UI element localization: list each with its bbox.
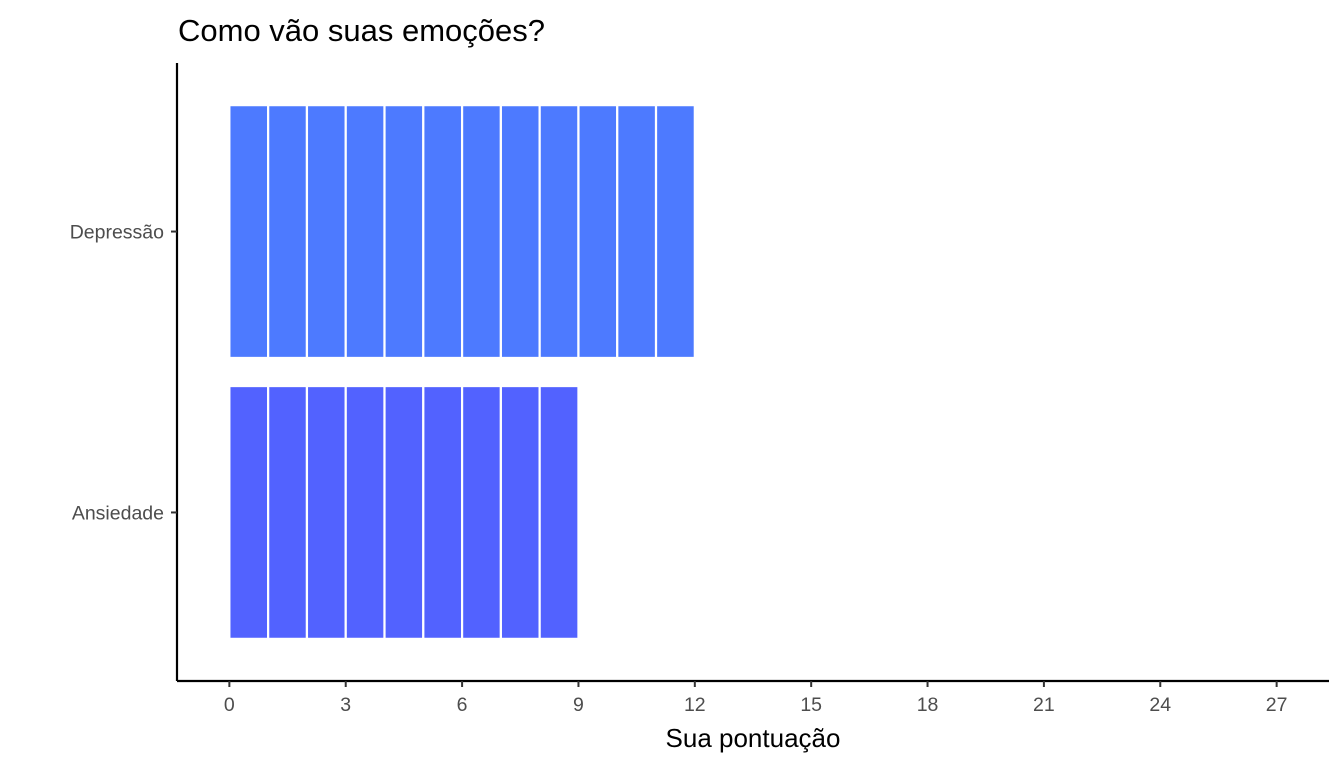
x-tick-label: 27: [1266, 694, 1288, 716]
y-axis: Depressão Ansiedade: [70, 63, 179, 681]
bar-segment: [499, 104, 541, 360]
bar-segment: [654, 104, 696, 360]
x-tick-label: 21: [1033, 694, 1055, 716]
bar-segment: [305, 384, 347, 640]
bar-segment: [538, 104, 580, 360]
bar-segment: [267, 384, 309, 640]
bar-segment: [460, 384, 502, 640]
y-tick-label: Depressão: [70, 222, 164, 244]
x-axis-title: Sua pontuação: [666, 723, 841, 753]
bar-segment: [344, 384, 386, 640]
x-axis: 0 3 6 9 12 15 18 21 24 27: [177, 679, 1329, 716]
bar-segment: [344, 104, 386, 360]
x-tick-label: 6: [457, 694, 468, 716]
bar-segment: [383, 384, 425, 640]
bar-segment: [499, 384, 541, 640]
bar-segment: [228, 104, 270, 360]
x-tick-label: 15: [800, 694, 822, 716]
bar-1: [228, 104, 696, 360]
x-tick-label: 24: [1149, 694, 1171, 716]
x-tick-label: 0: [224, 694, 235, 716]
bar-segment: [228, 384, 270, 640]
chart-title: Como vão suas emoções?: [178, 13, 545, 48]
bar-segment: [460, 104, 502, 360]
bar-segment: [383, 104, 425, 360]
bar-segment: [577, 104, 619, 360]
x-tick-label: 18: [917, 694, 939, 716]
bar-segment: [422, 384, 464, 640]
x-tick-label: 3: [340, 694, 351, 716]
bar-segment: [616, 104, 658, 360]
x-tick-label: 12: [684, 694, 706, 716]
x-tick-label: 9: [573, 694, 584, 716]
y-tick-label: Ansiedade: [72, 502, 164, 524]
bar-2: [228, 384, 580, 640]
bar-segment: [538, 384, 580, 640]
bars-group: [228, 104, 696, 640]
bar-segment: [267, 104, 309, 360]
bar-segment: [305, 104, 347, 360]
bar-segment: [422, 104, 464, 360]
